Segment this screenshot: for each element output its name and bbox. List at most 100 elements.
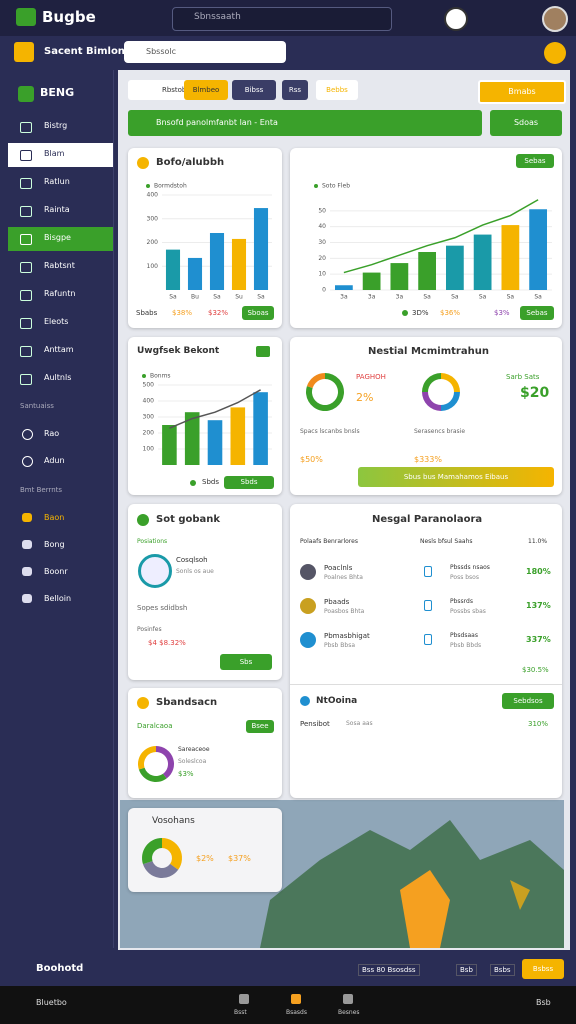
x-tick-label: 3a [340,294,348,301]
chart [142,838,182,878]
menu-item[interactable]: Bistrg [44,121,68,130]
dropdown[interactable] [124,41,286,63]
menu-item[interactable]: Adun [44,456,65,465]
goal-line: Sopes sdidbsh [137,604,188,612]
sidebar-logo [18,86,34,102]
sub-icon [14,42,34,62]
row-tag-sub: Poss bsos [450,574,479,581]
donut-slice [156,746,174,779]
tab[interactable]: Bibss [232,80,276,100]
donut-slice [306,373,344,411]
menu-item[interactable]: Aultnls [44,373,72,382]
button[interactable]: Sebas [516,154,554,168]
menu-item[interactable]: Rainta [44,205,70,214]
list-header: Polaafs Benrarlores [300,538,358,545]
map-value: $2% [196,854,214,863]
search-box[interactable] [172,7,392,31]
button[interactable]: Sbs [220,654,272,670]
toolbar-button[interactable]: Bmabs [478,80,566,104]
footer-label: Sbabs [136,309,158,317]
x-tick-label: Sa [479,294,487,301]
x-tick-label: 3a [396,294,404,301]
menu-icon [20,122,32,133]
menu-item[interactable]: Bong [44,540,65,549]
chart [138,746,174,782]
menu-item[interactable]: Eleots [44,317,69,326]
bar [209,233,225,290]
button[interactable]: Sebdsos [502,693,554,709]
bottom-button[interactable]: Bsbss [522,959,564,979]
button[interactable]: Bsee [246,720,274,733]
menu-item[interactable]: Belloin [44,594,72,603]
bottom-title: Boohotd [36,963,84,974]
footer-value: $3% [494,309,510,317]
footer-label: Sbds [202,478,219,486]
button[interactable]: Sboas [242,306,274,320]
card-title: Sot gobank [156,514,221,525]
y-tick-label: 500 [143,382,155,389]
menu-item[interactable]: Rafuntn [44,289,76,298]
card-title: Nestial Mcmimtrahun [368,346,489,357]
card-title: Sbandsacn [156,697,218,708]
chart [306,373,460,411]
button[interactable]: Sbus bus Mamahamos Eibaus [358,467,554,487]
menu-icon [20,178,32,189]
taskbar-icon[interactable] [239,994,249,1004]
goal-icon [138,554,172,588]
tab[interactable]: Bebbs [316,80,358,100]
row-name: Poaclnls [324,564,353,572]
avatar[interactable] [444,7,468,31]
caption: Spacs lscanbs bnsls [300,428,360,435]
legend-label: Bonms [150,373,171,380]
y-tick-label: 300 [147,215,159,222]
map-card: Vosohans $2% $37% [128,808,282,892]
footer-dot [402,310,408,316]
status-item[interactable]: Bss 80 Bsosdss [358,964,420,976]
bar [165,249,181,290]
taskbar-start[interactable]: Bluetbo [36,998,67,1007]
stat-value: $50% [300,455,323,464]
taskbar-label: Bsasds [286,1009,307,1016]
menu-item[interactable]: Ratlun [44,177,70,186]
row-tag-sub: Possbs sbas [450,608,486,615]
menu-highlight [8,227,113,251]
y-tick-label: 200 [147,239,159,246]
bar [418,252,437,290]
sidebar [8,70,114,948]
card-sub: Posiations [137,538,168,545]
menu-icon [20,374,32,385]
profile-avatar[interactable] [542,6,568,32]
button[interactable]: Sebas [520,306,554,320]
bar [473,234,492,290]
bar [529,209,548,290]
sales-card: Bofo/alubbh 100 200 300 400 Sa Bu Sa Su Sa Bormdst… [128,148,282,328]
row-value: 337% [526,635,551,644]
banner-button[interactable]: Sdoas [490,110,562,136]
menu-item[interactable]: Blam [44,149,65,158]
banner-text: Bnsofd panolmfanbt lan - Enta [156,118,278,127]
taskbar-icon[interactable] [343,994,353,1004]
menu-item[interactable]: Baon [44,513,65,522]
bar [162,425,177,465]
button[interactable]: Sbds [224,476,274,489]
menu-item[interactable]: Anttam [44,345,74,354]
menu-item[interactable]: Bisgpe [44,233,71,242]
row-value: 137% [526,601,551,610]
growth-card: Sebas 0 10 20 30 40 50 3a 3a 3a Sa Sa Sa Sa Sa Soto Fle… [290,148,562,328]
donut-slice [441,373,460,392]
tab[interactable]: Blmbeo [184,80,228,100]
menu-item[interactable]: Boonr [44,567,68,576]
card-icon [137,697,149,709]
row-avatar [300,598,316,614]
menu-item[interactable]: Rabtsnt [44,261,75,270]
tab[interactable]: Rss [282,80,308,100]
row-sub: Poasbos Bhta [324,608,365,615]
menu-item[interactable]: Rao [44,429,60,438]
taskbar-icon[interactable] [291,994,301,1004]
list-card: Nesgal Paranolaora Polaafs Benrarlores Nes… [290,504,562,798]
y-tick-label: 100 [143,446,155,453]
notify-icon[interactable] [544,42,566,64]
status-item[interactable]: Bsbs [490,964,515,976]
status-item[interactable]: Bsb [456,964,477,976]
card-icon [137,157,149,169]
